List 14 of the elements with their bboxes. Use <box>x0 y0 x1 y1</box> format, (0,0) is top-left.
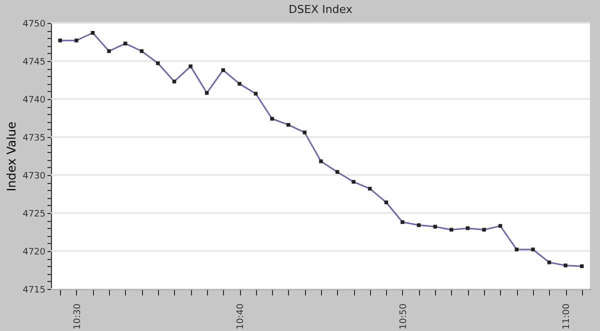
chart-title: DSEX Index <box>288 3 353 16</box>
x-tick-label: 10:30 <box>72 303 83 330</box>
y-tick-label: 4745 <box>22 58 46 68</box>
y-tick-label: 4750 <box>22 20 46 30</box>
y-tick-label: 4730 <box>22 172 46 182</box>
y-tick-label: 4715 <box>22 286 46 296</box>
y-tick-label: 4735 <box>22 134 46 144</box>
y-tick-label: 4720 <box>22 248 46 258</box>
x-tick-label: 10:40 <box>236 303 246 330</box>
y-tick-label: 4725 <box>22 210 46 220</box>
x-tick-label: 10:50 <box>398 303 409 330</box>
x-tick-label: 11:00 <box>562 303 572 330</box>
y-axis-title: Index Value <box>4 122 19 192</box>
y-tick-label: 4740 <box>22 96 46 106</box>
